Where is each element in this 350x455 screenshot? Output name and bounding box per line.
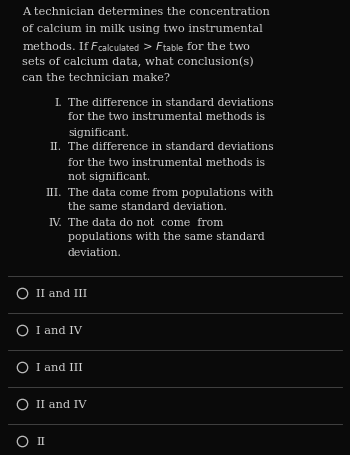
Text: for the two instrumental methods is: for the two instrumental methods is [68, 157, 265, 167]
Text: not significant.: not significant. [68, 172, 150, 182]
Text: The data do not  come  from: The data do not come from [68, 217, 223, 228]
Text: I and IV: I and IV [36, 326, 82, 336]
Text: deviation.: deviation. [68, 248, 122, 258]
Text: significant.: significant. [68, 127, 129, 137]
Text: The difference in standard deviations: The difference in standard deviations [68, 97, 274, 107]
Text: The difference in standard deviations: The difference in standard deviations [68, 142, 274, 152]
Text: A technician determines the concentration: A technician determines the concentratio… [22, 7, 270, 17]
Text: I.: I. [54, 97, 62, 107]
Text: III.: III. [46, 187, 62, 197]
Text: The data come from populations with: The data come from populations with [68, 187, 273, 197]
Text: II.: II. [50, 142, 62, 152]
Text: methods. If $F_{\mathrm{calculated}}$ > $F_{\mathrm{table}}$ for the two: methods. If $F_{\mathrm{calculated}}$ > … [22, 40, 251, 54]
Text: II and IV: II and IV [36, 400, 86, 410]
Text: the same standard deviation.: the same standard deviation. [68, 202, 227, 212]
Text: populations with the same standard: populations with the same standard [68, 233, 265, 243]
Text: IV.: IV. [48, 217, 62, 228]
Text: I and III: I and III [36, 364, 83, 374]
Text: II and III: II and III [36, 289, 87, 299]
Text: of calcium in milk using two instrumental: of calcium in milk using two instrumenta… [22, 24, 263, 34]
Text: for the two instrumental methods is: for the two instrumental methods is [68, 112, 265, 122]
Text: II: II [36, 437, 45, 447]
Text: can the technician make?: can the technician make? [22, 73, 170, 83]
Text: sets of calcium data, what conclusion(s): sets of calcium data, what conclusion(s) [22, 56, 254, 67]
